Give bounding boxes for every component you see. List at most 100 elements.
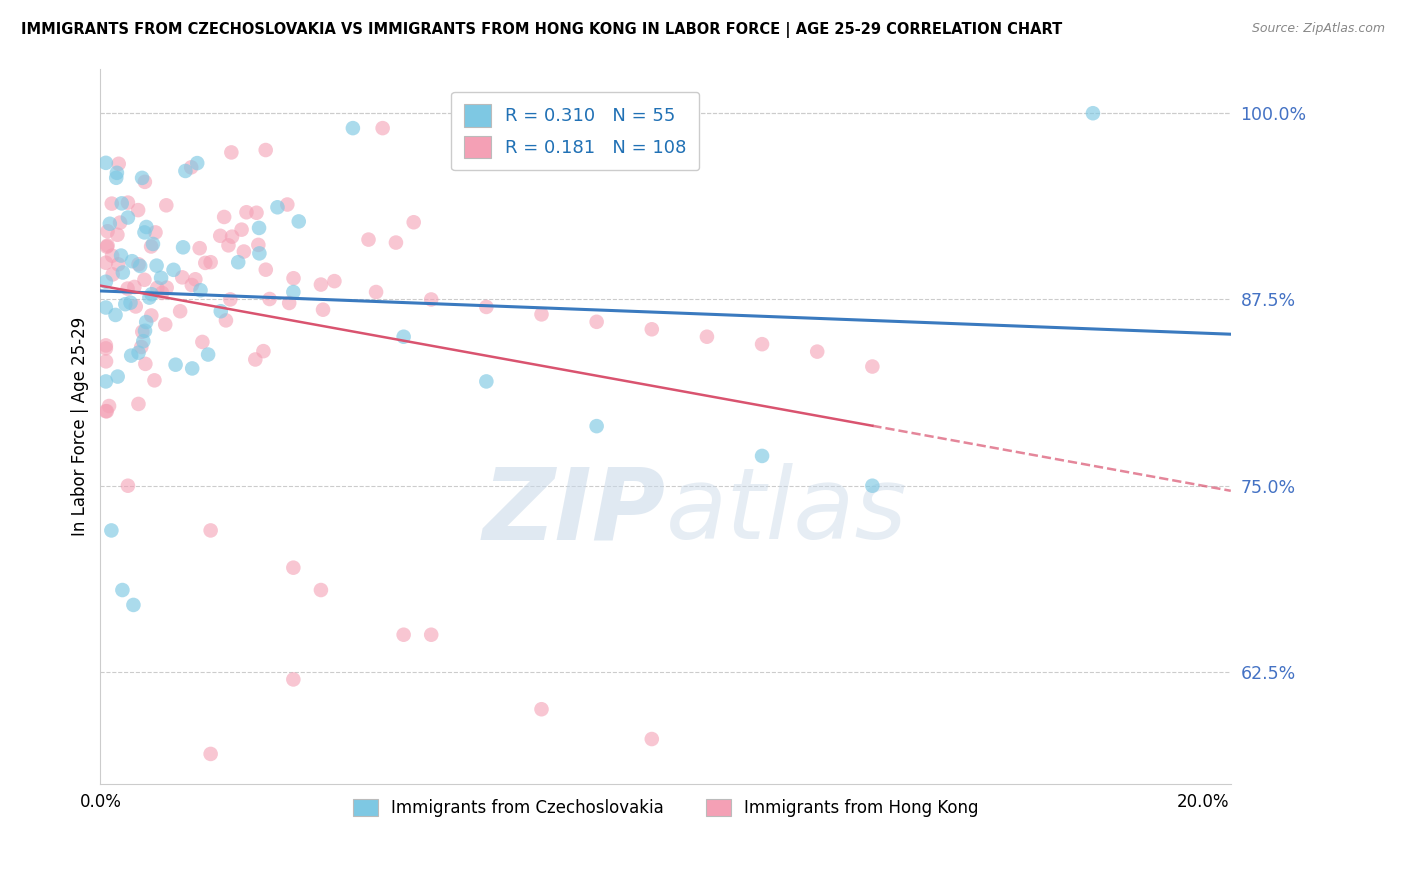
Point — [169, 304, 191, 318]
Point — [142, 237, 165, 252]
Point — [139, 239, 162, 253]
Point — [200, 524, 222, 538]
Point — [94, 404, 117, 418]
Point — [172, 240, 194, 254]
Point — [128, 345, 150, 359]
Point — [283, 285, 305, 299]
Point — [254, 143, 277, 157]
Point — [105, 170, 128, 185]
Point — [231, 222, 253, 236]
Point — [392, 329, 415, 343]
Point — [194, 256, 217, 270]
Point — [120, 349, 142, 363]
Point — [111, 265, 134, 279]
Point — [247, 246, 270, 260]
Point — [172, 270, 194, 285]
Point — [860, 359, 883, 374]
Point — [165, 358, 187, 372]
Point — [197, 347, 219, 361]
Point — [806, 344, 828, 359]
Point — [385, 235, 408, 250]
Point — [111, 582, 134, 597]
Point — [117, 211, 139, 225]
Point — [585, 419, 607, 434]
Point — [585, 315, 607, 329]
Point — [129, 340, 152, 354]
Point — [155, 318, 177, 332]
Point — [101, 196, 124, 211]
Point — [122, 598, 145, 612]
Point — [131, 325, 153, 339]
Point — [96, 224, 118, 238]
Point — [751, 449, 773, 463]
Point — [107, 369, 129, 384]
Point — [96, 404, 118, 418]
Point — [138, 291, 160, 305]
Point — [475, 375, 498, 389]
Point — [107, 157, 129, 171]
Point — [97, 238, 120, 252]
Point — [134, 226, 156, 240]
Point — [107, 227, 129, 242]
Legend: Immigrants from Czechoslovakia, Immigrants from Hong Kong: Immigrants from Czechoslovakia, Immigran… — [344, 790, 987, 825]
Point — [696, 329, 718, 343]
Point — [94, 375, 117, 389]
Point — [190, 283, 212, 297]
Point — [323, 274, 346, 288]
Point — [181, 361, 204, 376]
Point — [127, 203, 149, 218]
Point — [392, 628, 415, 642]
Point — [111, 196, 134, 211]
Point — [247, 221, 270, 235]
Point — [259, 292, 281, 306]
Point — [94, 275, 117, 289]
Point — [156, 280, 179, 294]
Text: atlas: atlas — [665, 464, 907, 560]
Point — [180, 278, 202, 293]
Point — [94, 354, 117, 368]
Point — [94, 156, 117, 170]
Point — [235, 205, 257, 219]
Point — [150, 285, 173, 300]
Point — [107, 257, 129, 271]
Point — [162, 262, 184, 277]
Point — [134, 273, 156, 287]
Point — [117, 282, 139, 296]
Point — [641, 732, 664, 747]
Point — [180, 161, 202, 175]
Point — [221, 229, 243, 244]
Point — [120, 295, 142, 310]
Point — [283, 271, 305, 285]
Point — [475, 300, 498, 314]
Point — [209, 228, 232, 243]
Point — [98, 399, 121, 413]
Point — [121, 254, 143, 268]
Point — [860, 479, 883, 493]
Point — [94, 256, 117, 270]
Point — [402, 215, 425, 229]
Point — [276, 197, 298, 211]
Point — [101, 249, 124, 263]
Point — [134, 357, 156, 371]
Point — [420, 293, 443, 307]
Point — [641, 322, 664, 336]
Point — [141, 287, 163, 301]
Point — [252, 344, 274, 359]
Point — [174, 164, 197, 178]
Point — [186, 156, 208, 170]
Point — [200, 255, 222, 269]
Point — [94, 342, 117, 356]
Point — [266, 200, 288, 214]
Point — [751, 337, 773, 351]
Point — [125, 300, 148, 314]
Point — [420, 628, 443, 642]
Point — [209, 304, 232, 318]
Point — [530, 307, 553, 321]
Point — [232, 244, 254, 259]
Point — [226, 255, 249, 269]
Point — [217, 238, 239, 252]
Point — [188, 241, 211, 255]
Point — [312, 302, 335, 317]
Point — [212, 210, 235, 224]
Point — [287, 214, 309, 228]
